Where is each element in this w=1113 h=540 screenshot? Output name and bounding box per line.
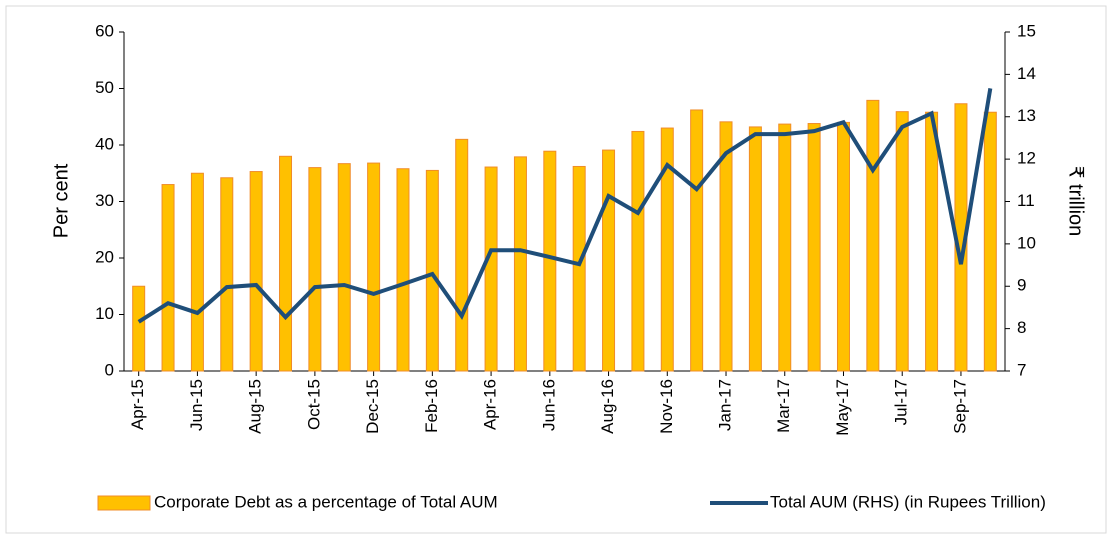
- bar: [249, 171, 263, 372]
- bar: [778, 123, 792, 372]
- bar: [925, 111, 939, 372]
- y2-tick-label: 11: [1017, 191, 1035, 210]
- line: [137, 88, 993, 324]
- bar: [690, 109, 704, 372]
- y2-tick-label: 14: [1017, 64, 1036, 83]
- bar: [161, 184, 175, 372]
- y-tick-label: 50: [95, 78, 114, 97]
- y2-tick-label: 12: [1017, 149, 1036, 168]
- x-tick-label: Nov-16: [657, 379, 676, 434]
- bar: [190, 172, 204, 372]
- y2-tick-label: 7: [1017, 360, 1026, 379]
- bar: [807, 123, 821, 372]
- x-tick-label: Feb-16: [422, 379, 441, 433]
- bar: [132, 285, 146, 372]
- bar: [983, 111, 997, 372]
- y2-axis-label: ₹ trillion: [1065, 166, 1087, 237]
- bar: [396, 168, 410, 372]
- y-axis-label: Per cent: [50, 163, 72, 238]
- x-tick-label: Jul-17: [892, 379, 911, 425]
- bar: [602, 149, 616, 372]
- bar: [631, 130, 645, 372]
- legend-swatch: [97, 495, 151, 511]
- y2-tick-label: 8: [1017, 318, 1026, 337]
- x-tick-label: Aug-16: [598, 379, 617, 434]
- bar: [748, 126, 762, 372]
- bar: [660, 127, 674, 372]
- x-tick-label: Apr-15: [128, 379, 147, 430]
- bar: [513, 156, 527, 372]
- bar: [279, 155, 293, 372]
- bar: [719, 121, 733, 372]
- x-tick-label: Dec-15: [363, 379, 382, 434]
- y-tick-label: 30: [95, 191, 114, 210]
- bar: [484, 166, 498, 372]
- bar: [543, 150, 557, 372]
- y2-tick-label: 9: [1017, 276, 1026, 295]
- x-tick-label: Aug-15: [246, 379, 265, 434]
- bar: [308, 167, 322, 372]
- bar: [866, 99, 880, 372]
- y-tick-label: 40: [95, 134, 114, 153]
- y-tick-label: 20: [95, 247, 114, 266]
- x-tick-label: Jan-17: [716, 379, 735, 431]
- bar: [836, 121, 850, 372]
- bar: [367, 162, 381, 372]
- bar: [220, 177, 234, 372]
- y2-tick-label: 15: [1017, 21, 1036, 40]
- x-tick-label: Jun-16: [539, 379, 558, 431]
- x-tick-label: Apr-16: [481, 379, 500, 430]
- bar: [895, 111, 909, 372]
- bar: [572, 165, 586, 372]
- y-tick-label: 0: [105, 360, 114, 379]
- legend-label: Total AUM (RHS) (in Rupees Trillion): [770, 492, 1046, 511]
- x-tick-label: Jun-15: [187, 379, 206, 431]
- x-tick-label: Mar-17: [774, 379, 793, 433]
- bar: [425, 169, 439, 372]
- chart-border: [5, 5, 1107, 534]
- bar: [455, 138, 469, 372]
- legend-label: Corporate Debt as a percentage of Total …: [154, 492, 498, 511]
- bar: [337, 163, 351, 372]
- x-tick-label: Sep-17: [950, 379, 969, 434]
- y2-tick-label: 13: [1017, 106, 1036, 125]
- y-tick-label: 60: [95, 21, 114, 40]
- x-tick-label: May-17: [833, 379, 852, 436]
- y-tick-label: 10: [95, 304, 114, 323]
- x-tick-label: Oct-15: [304, 379, 323, 430]
- y2-tick-label: 10: [1017, 233, 1036, 252]
